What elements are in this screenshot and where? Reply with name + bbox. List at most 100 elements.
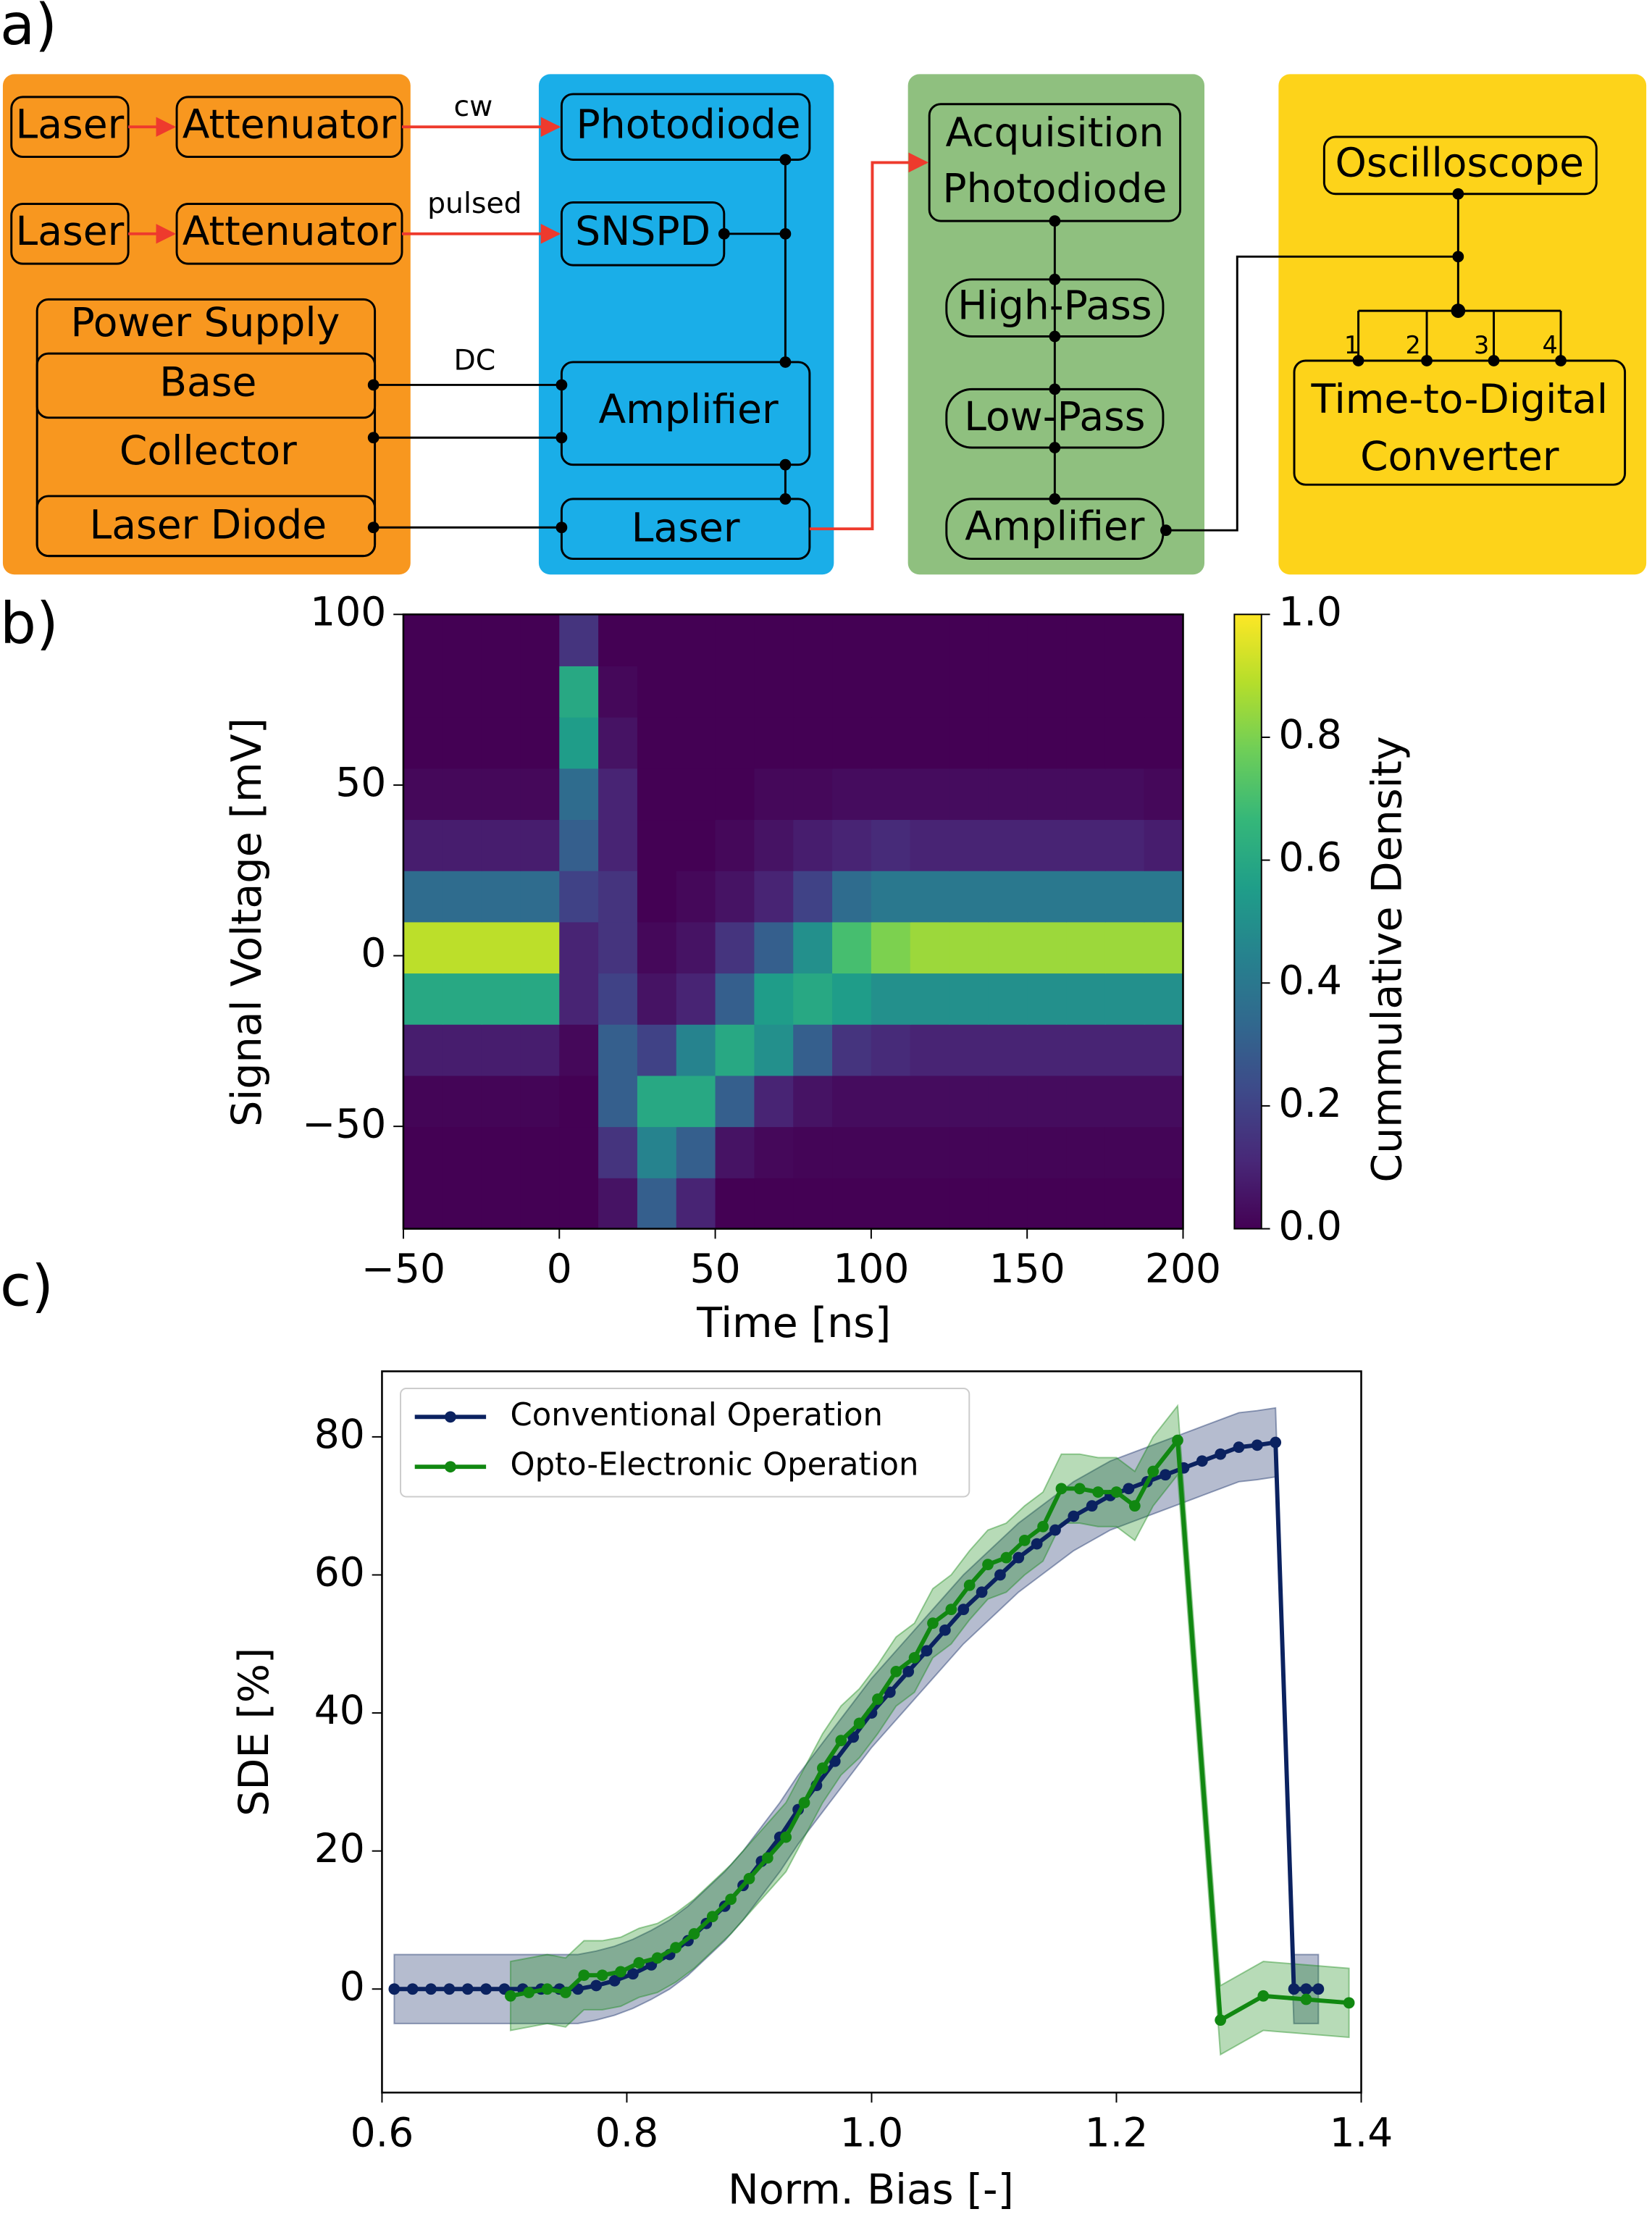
- marker: [1147, 1465, 1160, 1478]
- heat-cell: [754, 768, 794, 821]
- heat-cell: [637, 819, 677, 871]
- heat-cell: [1104, 973, 1145, 1025]
- heat-cell: [949, 1075, 989, 1128]
- heat-cell: [559, 870, 600, 923]
- heat-cell: [793, 665, 834, 718]
- heat-cell: [1027, 1177, 1068, 1230]
- marker: [853, 1717, 865, 1730]
- legend-box: [400, 1387, 970, 1498]
- marker: [1215, 1448, 1227, 1460]
- marker: [1073, 1483, 1086, 1495]
- heat-cell: [442, 1075, 482, 1128]
- heat-cell: [403, 614, 443, 666]
- heat-cell: [559, 1177, 600, 1230]
- marker: [670, 1942, 682, 1953]
- marker: [1270, 1436, 1282, 1449]
- marker: [982, 1559, 994, 1571]
- diagram: Laser Attenuator Laser Attenuator Power …: [2, 74, 1647, 575]
- heat-cell: [754, 1023, 794, 1076]
- heat-cell: [442, 614, 482, 666]
- marker: [578, 1969, 590, 1982]
- marker: [596, 1969, 608, 1982]
- channel-label: 3: [1474, 331, 1489, 359]
- heat-cell: [1027, 870, 1068, 923]
- marker: [633, 1957, 645, 1969]
- plot-area: [388, 1404, 1355, 2056]
- node-label: Amplifier: [965, 503, 1145, 549]
- heat-cell: [715, 921, 755, 974]
- heat-cell: [949, 973, 989, 1025]
- node-label: Laser: [632, 504, 740, 550]
- heat-cell: [754, 614, 794, 666]
- heat-cell: [1144, 1126, 1184, 1178]
- y-tick-label: 20: [314, 1825, 365, 1872]
- heat-cell: [676, 614, 716, 666]
- heat-cell: [871, 1126, 911, 1178]
- heat-cell: [442, 921, 482, 974]
- marker: [425, 1983, 437, 1995]
- y-tick-label: 50: [335, 759, 386, 805]
- marker: [1037, 1520, 1049, 1533]
- marker: [957, 1604, 970, 1615]
- heat-cell: [520, 768, 561, 821]
- heat-cell: [988, 716, 1028, 769]
- heat-cell: [637, 716, 677, 769]
- heat-cell: [793, 973, 834, 1025]
- connectors: [128, 117, 1567, 537]
- heat-cell: [715, 1177, 755, 1230]
- y-tick-label: 40: [314, 1687, 365, 1733]
- y-axis-label: Signal Voltage [mV]: [223, 718, 271, 1127]
- marker: [1257, 1990, 1270, 2002]
- heat-cell: [1104, 716, 1145, 769]
- heat-cell: [442, 819, 482, 871]
- heat-cell: [832, 1177, 872, 1230]
- heat-cell: [949, 665, 989, 718]
- heat-cell: [871, 1023, 911, 1076]
- heat-cell: [871, 819, 911, 871]
- heat-cell: [403, 973, 443, 1025]
- heat-cell: [832, 1075, 872, 1128]
- heat-cell: [871, 768, 911, 821]
- heat-cell: [442, 973, 482, 1025]
- y-tick-label: −50: [302, 1100, 386, 1147]
- heat-cell: [832, 973, 872, 1025]
- marker: [627, 1968, 639, 1980]
- heat-cell: [520, 614, 561, 666]
- marker: [1300, 1993, 1312, 2006]
- heat-cell: [442, 768, 482, 821]
- x-tick-label: 0: [547, 1246, 572, 1292]
- heat-cell: [403, 1177, 443, 1230]
- heat-cell: [1144, 716, 1184, 769]
- heat-cell: [403, 870, 443, 923]
- heat-cell: [676, 819, 716, 871]
- marker: [480, 1983, 492, 1995]
- heat-cell: [754, 973, 794, 1025]
- node-label: Amplifier: [598, 386, 779, 432]
- heat-cell: [754, 716, 794, 769]
- node-box: [1293, 359, 1627, 486]
- heat-cell: [1144, 665, 1184, 718]
- marker: [706, 1911, 718, 1923]
- heat-cell: [403, 665, 443, 718]
- heat-cell: [637, 665, 677, 718]
- heat-cell: [715, 768, 755, 821]
- heat-cell: [598, 716, 638, 769]
- heat-cell: [676, 1075, 716, 1128]
- marker: [835, 1735, 847, 1747]
- heat-cell: [832, 1023, 872, 1076]
- heat-cell: [481, 716, 521, 769]
- heat-cell: [637, 973, 677, 1025]
- heat-cell: [1144, 1177, 1184, 1230]
- heat-cell: [832, 614, 872, 666]
- heat-cell: [1027, 768, 1068, 821]
- heat-cell: [910, 768, 950, 821]
- heat-cell: [1066, 973, 1106, 1025]
- legend-marker: [445, 1411, 456, 1423]
- readout-panel: [1278, 74, 1647, 575]
- heat-cell: [1066, 716, 1106, 769]
- heat-cell: [520, 921, 561, 974]
- heat-cell: [1066, 819, 1106, 871]
- heat-cell: [988, 768, 1028, 821]
- heat-cell: [1144, 768, 1184, 821]
- detector-panel: [538, 74, 834, 575]
